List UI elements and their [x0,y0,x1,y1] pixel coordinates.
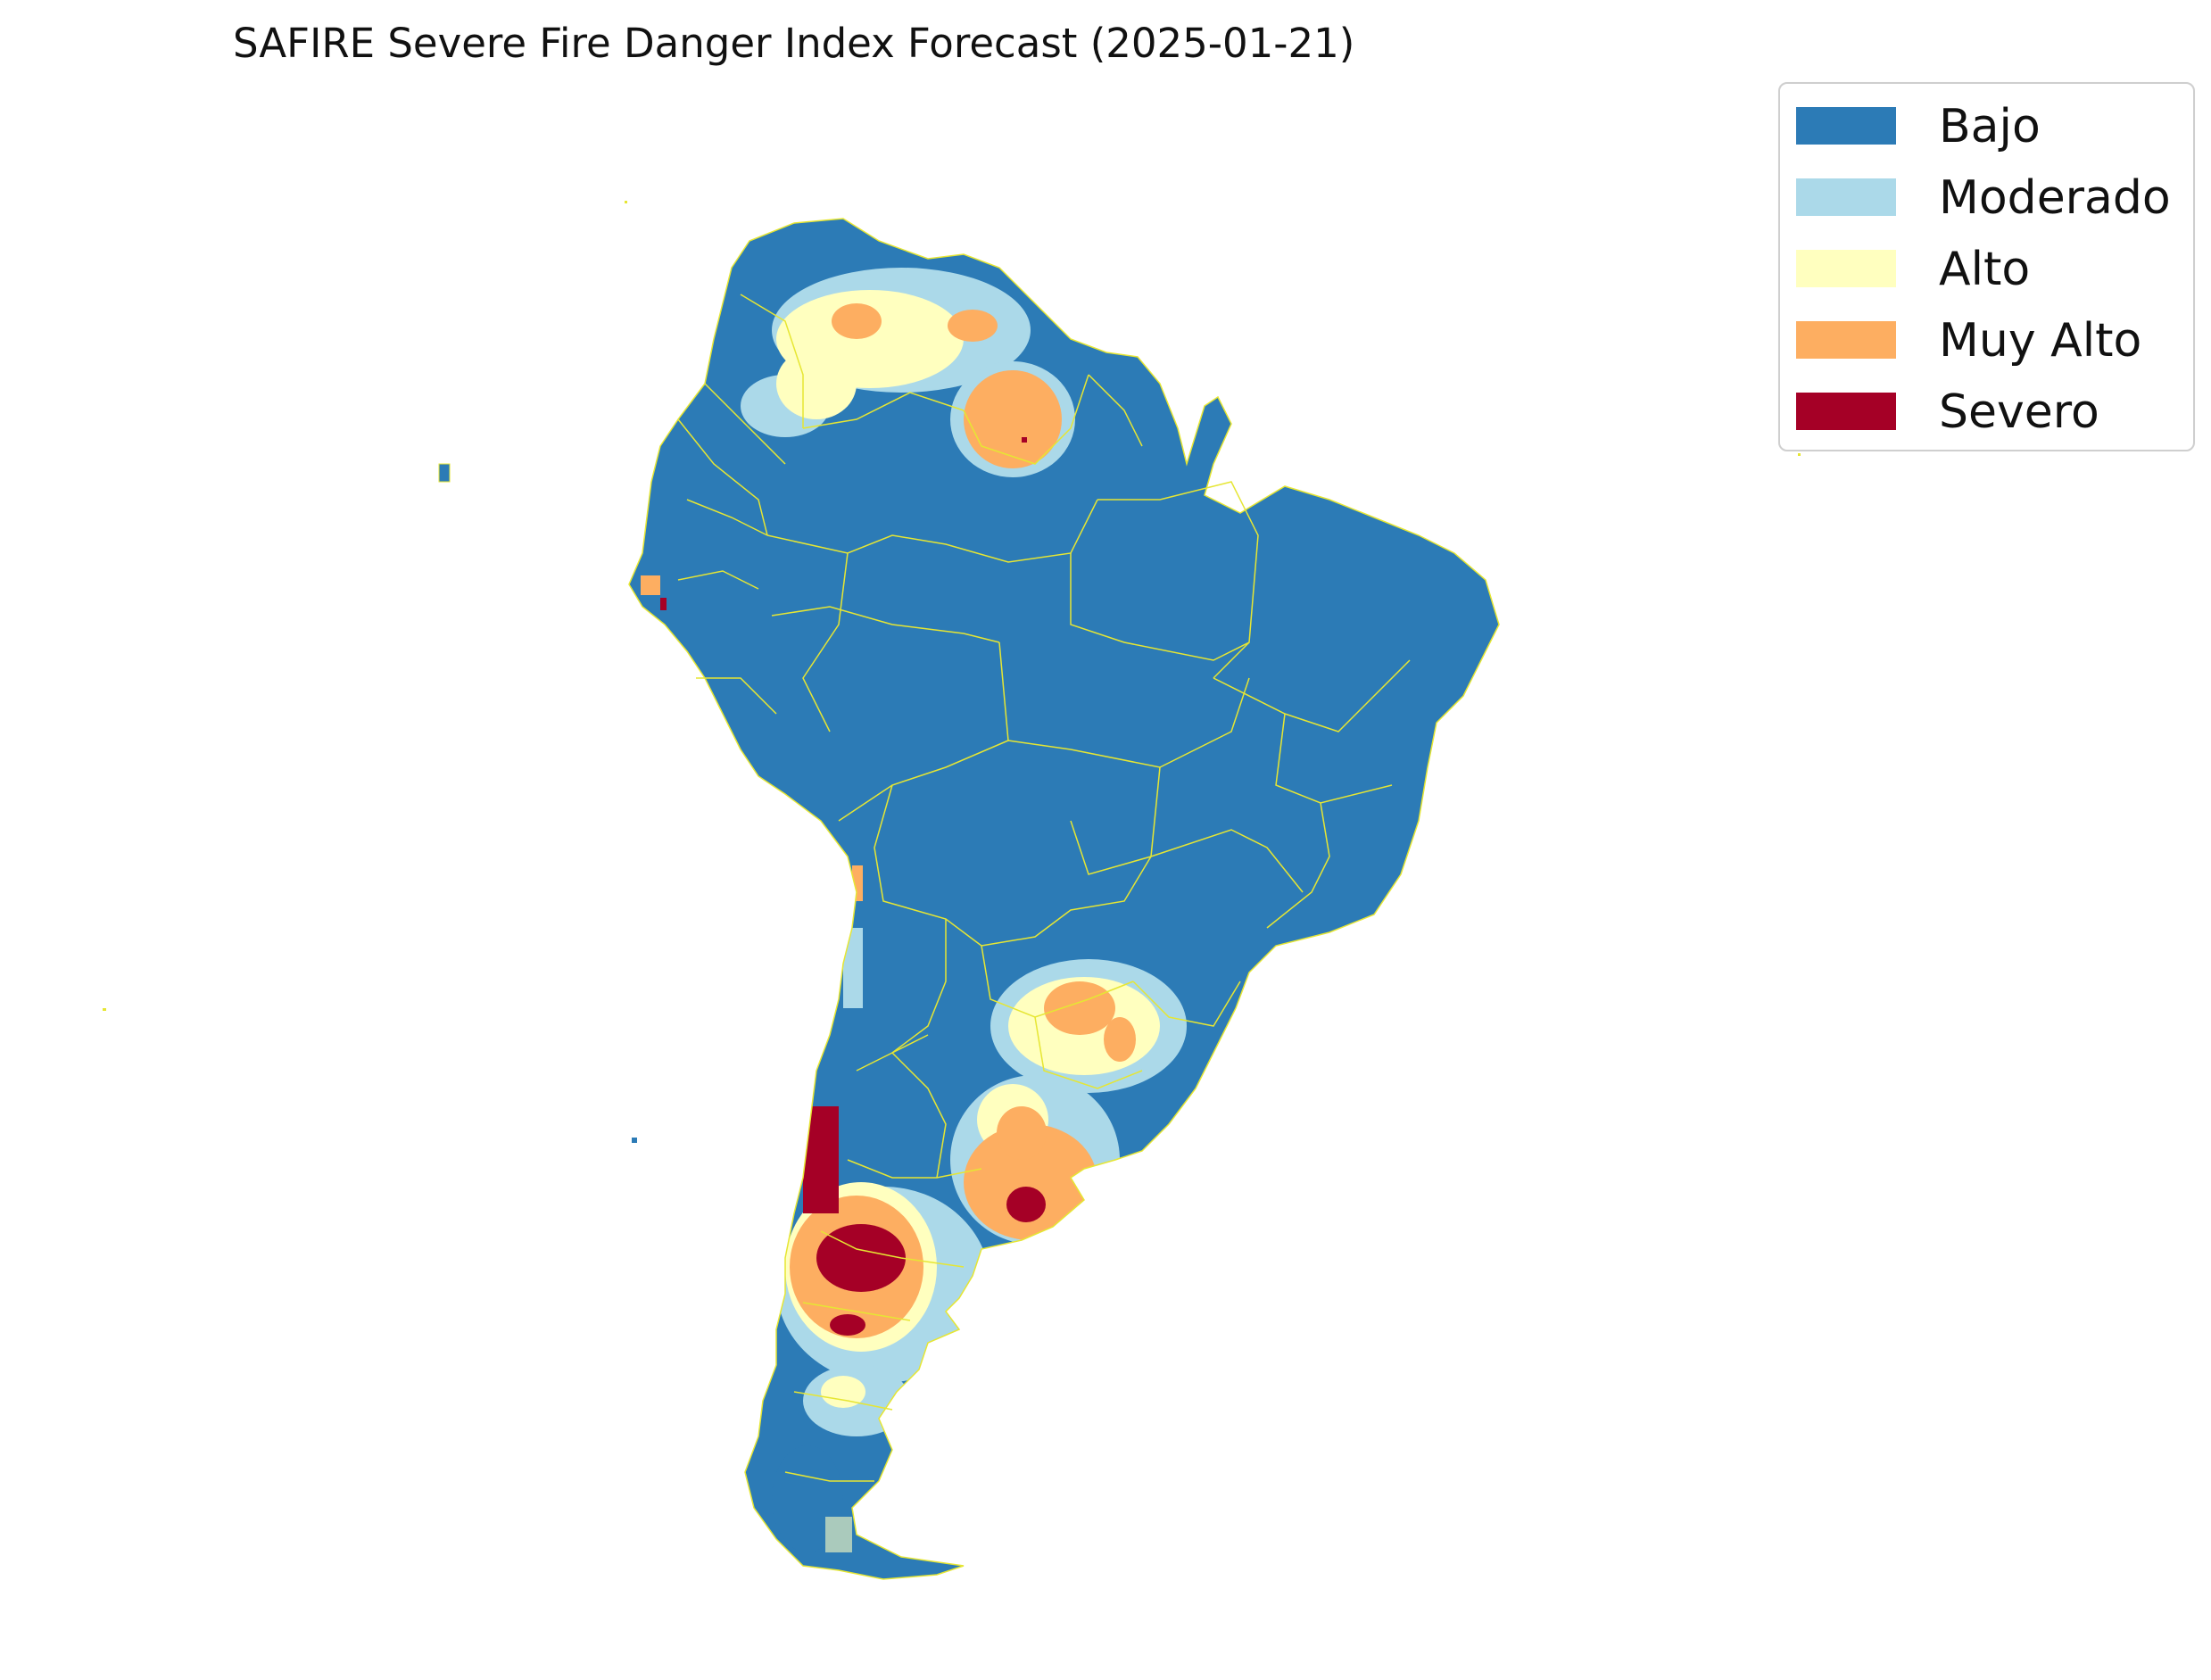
zone-venezuela-muy-alto [832,303,882,339]
legend-swatch-alto [1796,250,1896,287]
zone-pampas-muy-alto [964,1124,1097,1240]
legend-swatch-moderado [1796,178,1896,216]
admin-boundaries [628,218,1500,1580]
legend-item-alto: Alto [1796,243,2189,296]
legend-label-moderado: Moderado [1939,171,2171,225]
zone-patagonia-severo [816,1224,906,1292]
legend-item-bajo: Bajo [1796,100,2189,153]
zone-guyana-muy-alto [964,370,1062,468]
legend-swatch-severo [1796,393,1896,430]
zone-parana-muy-alto [1044,981,1115,1035]
zone-pampas-severo [1006,1187,1046,1222]
legend-label-severo: Severo [1939,385,2099,439]
galapagos-islands [438,463,451,483]
legend-item-moderado: Moderado [1796,171,2189,225]
legend: Bajo Moderado Alto Muy Alto Severo [1778,82,2195,451]
legend-label-alto: Alto [1939,243,2031,296]
legend-label-muy-alto: Muy Alto [1939,314,2142,368]
legend-swatch-bajo [1796,107,1896,145]
legend-swatch-muy-alto [1796,321,1896,359]
legend-label-bajo: Bajo [1939,100,2041,153]
legend-item-muy-alto: Muy Alto [1796,314,2189,368]
zone-chile-severo [803,1106,839,1213]
map-title: SAFIRE Severe Fire Danger Index Forecast… [233,20,1355,67]
legend-item-severo: Severo [1796,385,2189,439]
